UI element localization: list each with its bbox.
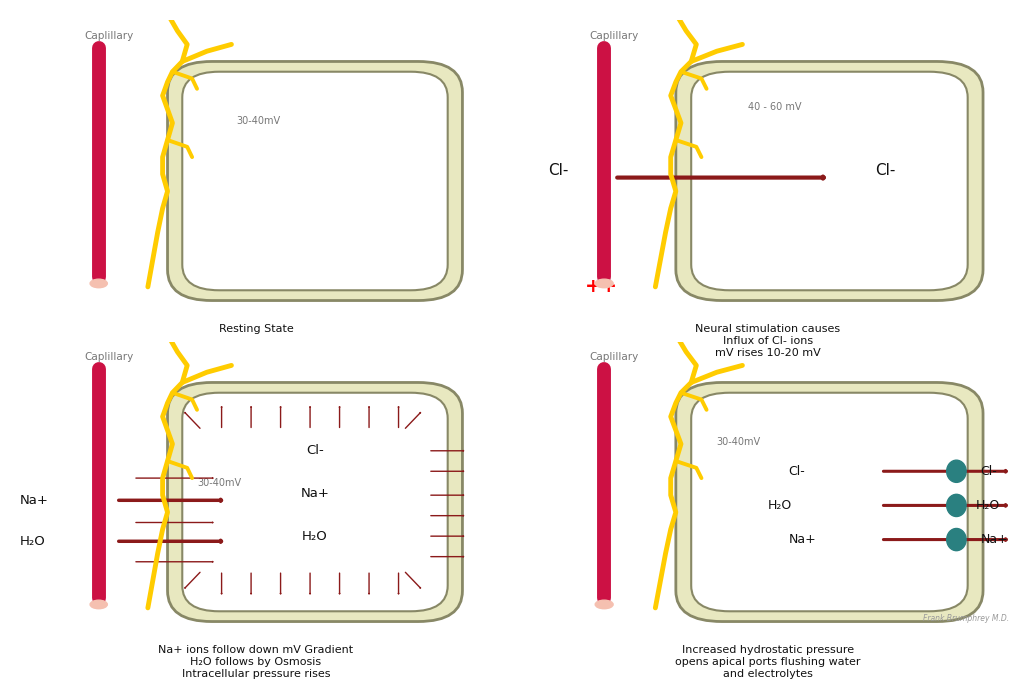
Text: Cl-: Cl- — [788, 464, 805, 478]
Text: Na+: Na+ — [981, 533, 1009, 546]
Ellipse shape — [595, 279, 613, 288]
Text: Caplillary: Caplillary — [590, 352, 639, 362]
Text: Cl-: Cl- — [981, 464, 997, 478]
Text: 30-40mV: 30-40mV — [717, 437, 761, 447]
FancyBboxPatch shape — [168, 61, 463, 301]
Text: 40 - 60 mV: 40 - 60 mV — [748, 102, 801, 113]
FancyBboxPatch shape — [168, 382, 463, 622]
Text: H₂O: H₂O — [302, 529, 328, 543]
Text: Na+ ions follow down mV Gradient
H₂O follows by Osmosis
Intracellular pressure r: Na+ ions follow down mV Gradient H₂O fol… — [159, 645, 353, 679]
Text: Caplillary: Caplillary — [590, 31, 639, 41]
Ellipse shape — [595, 600, 613, 609]
Text: ++: ++ — [585, 277, 618, 296]
Text: Increased hydrostatic pressure
opens apical ports flushing water
and electrolyte: Increased hydrostatic pressure opens api… — [675, 645, 861, 679]
Text: H₂O: H₂O — [20, 535, 46, 548]
Text: H₂O: H₂O — [768, 499, 793, 512]
Text: H₂O: H₂O — [975, 499, 999, 512]
FancyBboxPatch shape — [676, 382, 983, 622]
FancyBboxPatch shape — [182, 72, 447, 290]
Text: Na+: Na+ — [20, 494, 49, 507]
Text: Caplillary: Caplillary — [84, 31, 133, 41]
Ellipse shape — [946, 494, 966, 516]
Ellipse shape — [946, 529, 966, 550]
FancyBboxPatch shape — [676, 61, 983, 301]
Text: Na+: Na+ — [788, 533, 816, 546]
Text: 30-40mV: 30-40mV — [197, 478, 241, 488]
Text: Cl-: Cl- — [876, 163, 896, 178]
Text: Caplillary: Caplillary — [84, 352, 133, 362]
Text: 30-40mV: 30-40mV — [237, 116, 281, 126]
FancyBboxPatch shape — [182, 393, 447, 611]
Text: Cl-: Cl- — [306, 444, 324, 458]
Ellipse shape — [946, 460, 966, 482]
Text: Neural stimulation causes
Influx of Cl- ions
mV rises 10-20 mV: Neural stimulation causes Influx of Cl- … — [695, 324, 841, 358]
Ellipse shape — [90, 600, 108, 609]
Text: Na+: Na+ — [301, 487, 330, 500]
Ellipse shape — [90, 279, 108, 288]
FancyBboxPatch shape — [691, 72, 968, 290]
Text: Frank Brumphrey M.D.: Frank Brumphrey M.D. — [923, 614, 1009, 623]
Text: Resting State: Resting State — [219, 324, 293, 335]
FancyBboxPatch shape — [691, 393, 968, 611]
Text: Cl-: Cl- — [548, 163, 568, 178]
